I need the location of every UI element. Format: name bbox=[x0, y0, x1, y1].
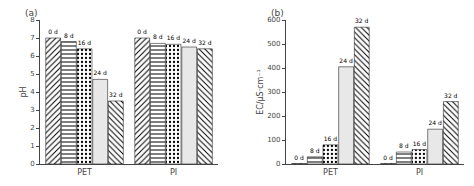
svg-text:200: 200 bbox=[267, 112, 280, 120]
svg-text:16 d: 16 d bbox=[167, 34, 181, 41]
svg-text:pH: pH bbox=[19, 86, 28, 97]
svg-text:32 d: 32 d bbox=[444, 92, 458, 99]
svg-text:32 d: 32 d bbox=[355, 17, 369, 24]
svg-text:32 d: 32 d bbox=[198, 39, 212, 46]
svg-text:6: 6 bbox=[30, 52, 35, 60]
svg-text:(a): (a) bbox=[25, 8, 38, 18]
svg-text:8 d: 8 d bbox=[310, 147, 320, 154]
svg-text:7: 7 bbox=[30, 34, 34, 42]
svg-text:EC/μS·cm⁻¹: EC/μS·cm⁻¹ bbox=[256, 69, 265, 115]
svg-text:24 d: 24 d bbox=[93, 69, 107, 76]
svg-text:24 d: 24 d bbox=[428, 119, 442, 126]
svg-text:600: 600 bbox=[267, 16, 280, 24]
svg-text:PI: PI bbox=[416, 168, 423, 177]
svg-text:0: 0 bbox=[30, 160, 34, 168]
svg-text:0 d: 0 d bbox=[383, 154, 393, 161]
svg-text:PET: PET bbox=[77, 168, 92, 177]
svg-text:8 d: 8 d bbox=[64, 32, 74, 39]
svg-text:16 d: 16 d bbox=[324, 135, 338, 142]
svg-text:0 d: 0 d bbox=[48, 28, 58, 35]
svg-text:100: 100 bbox=[267, 136, 280, 144]
svg-text:24 d: 24 d bbox=[182, 37, 196, 44]
svg-text:0: 0 bbox=[276, 160, 280, 168]
svg-text:16 d: 16 d bbox=[78, 39, 92, 46]
svg-text:0 d: 0 d bbox=[294, 154, 304, 161]
svg-text:1: 1 bbox=[30, 142, 34, 150]
svg-text:5: 5 bbox=[30, 70, 34, 78]
svg-text:PI: PI bbox=[170, 168, 177, 177]
svg-text:16 d: 16 d bbox=[413, 140, 427, 147]
svg-text:8: 8 bbox=[30, 16, 34, 24]
svg-text:8 d: 8 d bbox=[399, 142, 409, 149]
svg-text:4: 4 bbox=[30, 88, 35, 96]
svg-text:32 d: 32 d bbox=[109, 91, 123, 98]
svg-text:400: 400 bbox=[267, 64, 280, 72]
svg-text:300: 300 bbox=[267, 88, 280, 96]
svg-text:0 d: 0 d bbox=[137, 28, 147, 35]
svg-text:8 d: 8 d bbox=[153, 33, 163, 40]
svg-text:2: 2 bbox=[30, 124, 34, 132]
svg-text:24 d: 24 d bbox=[339, 57, 353, 64]
svg-text:500: 500 bbox=[267, 40, 280, 48]
svg-text:PET: PET bbox=[323, 168, 338, 177]
svg-text:3: 3 bbox=[30, 106, 34, 114]
svg-text:(b): (b) bbox=[271, 8, 284, 18]
